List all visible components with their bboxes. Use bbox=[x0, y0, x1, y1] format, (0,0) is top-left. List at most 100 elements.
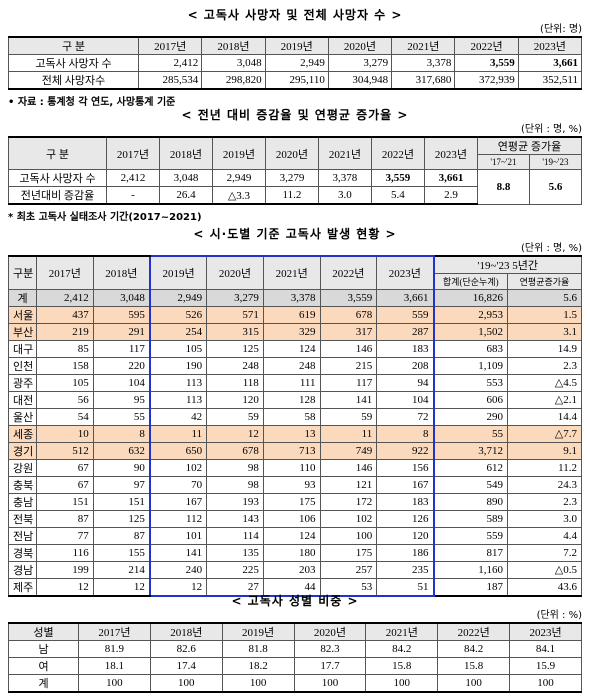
table-row: 전북 87 125 112 143 106 102 126 589 3.0 bbox=[8, 509, 582, 528]
table-cell: 3.1 bbox=[507, 322, 582, 341]
table-cell: 3,559 bbox=[319, 288, 378, 307]
table-cell: 충북 bbox=[8, 475, 37, 494]
table-cell: 9.1 bbox=[507, 441, 582, 460]
table-cell: 254 bbox=[148, 322, 208, 341]
table-row: 경기 512 632 650 678 713 749 922 3,712 9.1 bbox=[8, 441, 582, 460]
table-cell: 2,412 bbox=[36, 288, 94, 307]
table-cell: 12 bbox=[36, 577, 94, 597]
table-cell: 3,559 bbox=[454, 54, 519, 72]
table-cell: 248 bbox=[206, 356, 264, 375]
table-row: 세종 10 8 11 12 13 11 8 55 △7.7 bbox=[8, 424, 582, 443]
table-cell: 계 bbox=[8, 674, 79, 693]
table-cell: 158 bbox=[36, 356, 94, 375]
header-cell: 2023년 bbox=[509, 622, 582, 641]
table-cell: 101 bbox=[148, 526, 208, 545]
table-cell: 287 bbox=[376, 322, 435, 341]
table-row: 전남 77 87 101 114 124 100 120 559 4.4 bbox=[8, 526, 582, 545]
table-cell: 143 bbox=[206, 509, 264, 528]
table-cell: 15.9 bbox=[509, 657, 582, 675]
header-cell: 2021년 bbox=[317, 136, 372, 170]
table-cell: 215 bbox=[319, 356, 378, 375]
table-cell: 3,279 bbox=[327, 54, 393, 72]
header-cell: 2023년 bbox=[376, 255, 435, 290]
table-cell: 3,279 bbox=[206, 288, 264, 307]
table-cell: 1,160 bbox=[433, 560, 508, 579]
table-cell: 12 bbox=[206, 424, 264, 443]
table-cell: 248 bbox=[262, 356, 321, 375]
table-row: 계 2,412 3,048 2,949 3,279 3,378 3,559 3,661 16,8… bbox=[8, 288, 582, 307]
table-cell: 315 bbox=[206, 322, 264, 341]
header-row: 성별 2017년 2018년 2019년 2020년 2021년 2022년 2023년 bbox=[8, 622, 582, 641]
table-cell: 70 bbox=[148, 475, 208, 494]
table-cell: 317,680 bbox=[391, 71, 456, 90]
table-cell: 81.9 bbox=[78, 640, 151, 658]
table-cell: 98 bbox=[206, 475, 264, 494]
section-title: < 전년 대비 증감율 및 연평균 증가율 > bbox=[181, 108, 409, 122]
header-cell: 연평균증가율 bbox=[507, 273, 582, 290]
table-cell: 3.0 bbox=[507, 509, 582, 528]
table-cell: 317 bbox=[319, 322, 378, 341]
table-cell: 151 bbox=[36, 492, 94, 511]
table-cell: 17.4 bbox=[149, 657, 223, 675]
header-cell: 2018년 bbox=[201, 36, 266, 55]
table-cell: 67 bbox=[36, 475, 94, 494]
table-row: 전년대비 증감율 -26.4 △3.3 11.2 3.0 5.4 2.9 bbox=[8, 186, 582, 205]
table-cell: 186 bbox=[376, 543, 435, 562]
table-cell: 257 bbox=[319, 560, 378, 579]
table-cell: 100 bbox=[221, 674, 295, 693]
unit-label: (단위 : 명, %) bbox=[521, 124, 582, 135]
table-cell: 3,661 bbox=[423, 169, 478, 187]
table-cell: 329 bbox=[262, 322, 321, 341]
table-cell: 15.8 bbox=[437, 657, 511, 675]
table-cell: 352,511 bbox=[517, 71, 583, 90]
table-cell: 82.3 bbox=[293, 640, 367, 658]
table-cell: 612 bbox=[433, 458, 508, 477]
header-cell: 2022년 bbox=[370, 136, 425, 170]
table-cell: 2,412 bbox=[137, 54, 203, 72]
section: < 전년 대비 증감율 및 연평균 증가율 > (단위 : 명, %) 구 분 201… bbox=[8, 106, 583, 223]
table-cell: 304,948 bbox=[327, 71, 393, 90]
table-cell: 고독사 사망자 수 bbox=[8, 54, 139, 72]
table-cell: 105 bbox=[36, 373, 94, 392]
table-cell: 14.4 bbox=[507, 407, 582, 426]
table-cell: 208 bbox=[376, 356, 435, 375]
table-cell: 167 bbox=[376, 475, 435, 494]
table-cell: 59 bbox=[319, 407, 378, 426]
table-cell: 183 bbox=[376, 492, 435, 511]
table-cell: 계 bbox=[8, 288, 37, 307]
section: < 시·도별 기준 고독사 발생 현황 > (단위 : 명, %) 구분 2017년 2… bbox=[8, 225, 582, 597]
table-cell: 26.4 bbox=[158, 186, 213, 205]
table-cell: 2,949 bbox=[148, 288, 208, 307]
table-cell: 3,378 bbox=[317, 169, 372, 187]
table-row: 제주 12 12 12 27 44 53 51 187 43.6 bbox=[8, 577, 582, 597]
table-cell: 16,826 bbox=[433, 288, 508, 307]
note: * 최초 고독사 실태조사 기간(2017~2021) bbox=[8, 212, 202, 223]
table-cell: 5.6 bbox=[507, 288, 582, 307]
table-cell: 180 bbox=[262, 543, 321, 562]
table-row: 계 100 100 100 100 100 100 100 bbox=[8, 674, 582, 693]
header-cell: 2021년 bbox=[262, 255, 321, 290]
table-cell: 606 bbox=[433, 390, 508, 409]
table-cell: 경북 bbox=[8, 543, 37, 562]
table-cell: 3,661 bbox=[517, 54, 583, 72]
header-cell: 구 분 bbox=[8, 36, 139, 55]
table-row: 울산 54 55 42 59 58 59 72 290 14.4 bbox=[8, 407, 582, 426]
table-cell: 90 bbox=[92, 458, 151, 477]
header-cell: 2022년 bbox=[319, 255, 378, 290]
table-cell: 11.2 bbox=[264, 186, 319, 205]
header-cell: 2022년 bbox=[454, 36, 519, 55]
table-cell: 3,048 bbox=[92, 288, 151, 307]
table-cell: 225 bbox=[206, 560, 264, 579]
table-row: 대구 85 117 105 125 124 146 183 683 14.9 bbox=[8, 339, 582, 358]
table-cell: 1.5 bbox=[507, 305, 582, 324]
header-cell: 2018년 bbox=[158, 136, 213, 170]
table-cell: 3,048 bbox=[158, 169, 213, 187]
header-cell: 2018년 bbox=[149, 622, 223, 641]
table-cell: 141 bbox=[148, 543, 208, 562]
header-row: '17~'21'19~'23 bbox=[9, 154, 583, 170]
table-cell: 298,820 bbox=[201, 71, 266, 90]
table-cell: 112 bbox=[148, 509, 208, 528]
header-cell: '17~'21 bbox=[476, 154, 530, 170]
section-title: < 고독사 성별 비중 > bbox=[231, 594, 359, 608]
table-cell: 167 bbox=[148, 492, 208, 511]
